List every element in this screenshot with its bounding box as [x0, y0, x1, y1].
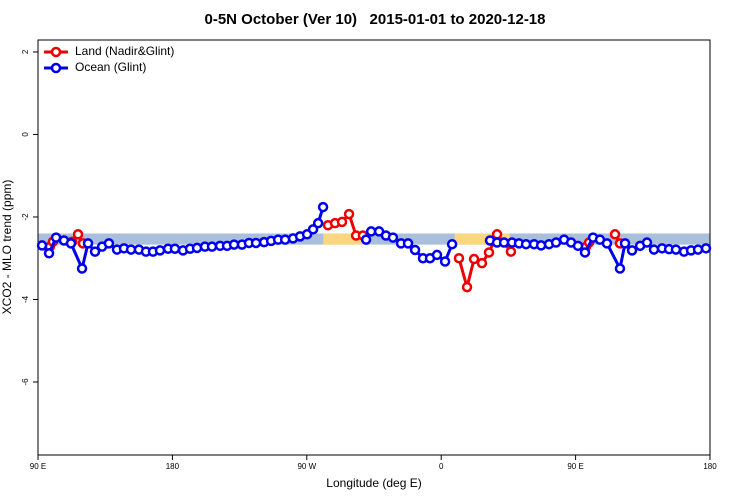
land-band: [454, 233, 510, 245]
point: [343, 208, 355, 220]
legend-label: Ocean (Glint): [75, 60, 146, 74]
point: [476, 257, 488, 269]
point: [431, 249, 443, 261]
point: [336, 216, 348, 228]
point: [626, 245, 638, 256]
point: [572, 240, 584, 252]
y-tick-label: -4: [21, 295, 30, 303]
y-tick-label: 2: [21, 49, 30, 54]
point: [89, 246, 101, 257]
x-tick-label: 180: [703, 462, 717, 471]
x-tick-label: 90 E: [567, 462, 583, 471]
chart-title: 0-5N October (Ver 10) 2015-01-01 to 2020…: [204, 11, 545, 28]
legend-marker: [50, 62, 62, 74]
land-band: [323, 233, 364, 245]
point: [579, 247, 591, 258]
point: [609, 229, 621, 240]
point: [36, 240, 48, 251]
point: [614, 263, 626, 274]
point: [72, 229, 84, 240]
point: [468, 253, 480, 265]
point: [279, 234, 291, 245]
point: [387, 232, 399, 243]
x-axis-label: Longitude (deg E): [326, 476, 421, 490]
point: [43, 248, 55, 259]
point: [103, 238, 115, 249]
x-tick-label: 0: [439, 462, 444, 471]
point: [76, 263, 88, 274]
point: [483, 247, 495, 258]
point: [601, 238, 613, 249]
point: [491, 229, 503, 240]
y-tick-label: 0: [21, 132, 30, 137]
x-tick-label: 90 W: [297, 462, 316, 471]
point: [439, 256, 451, 267]
point: [191, 242, 203, 254]
point: [641, 237, 653, 248]
point: [619, 238, 631, 249]
point: [453, 252, 465, 264]
legend-marker: [50, 46, 62, 58]
point: [154, 245, 166, 256]
legend-label: Land (Nadir&Glint): [75, 44, 174, 58]
point: [317, 201, 329, 213]
point: [670, 244, 682, 255]
point: [461, 281, 473, 293]
point: [409, 244, 421, 256]
point: [700, 243, 712, 254]
point: [206, 241, 218, 252]
point: [65, 238, 77, 249]
point: [82, 238, 94, 249]
band: [38, 233, 710, 245]
y-axis-label: XCO2 - MLO trend (ppm): [0, 180, 14, 315]
point: [250, 237, 262, 249]
legend: Land (Nadir&Glint) Ocean (Glint): [44, 44, 174, 74]
point: [312, 217, 324, 229]
point: [505, 246, 517, 257]
point: [648, 244, 660, 255]
y-tick-label: -2: [21, 213, 30, 221]
x-tick-label: 90 E: [30, 462, 46, 471]
point: [550, 237, 562, 248]
point: [402, 238, 414, 249]
point: [446, 238, 458, 250]
point: [535, 240, 547, 251]
point: [360, 234, 372, 245]
y-tick-label: -6: [21, 378, 30, 386]
point: [692, 244, 704, 255]
point: [520, 238, 532, 250]
x-tick-label: 180: [166, 462, 180, 471]
point: [169, 243, 181, 254]
